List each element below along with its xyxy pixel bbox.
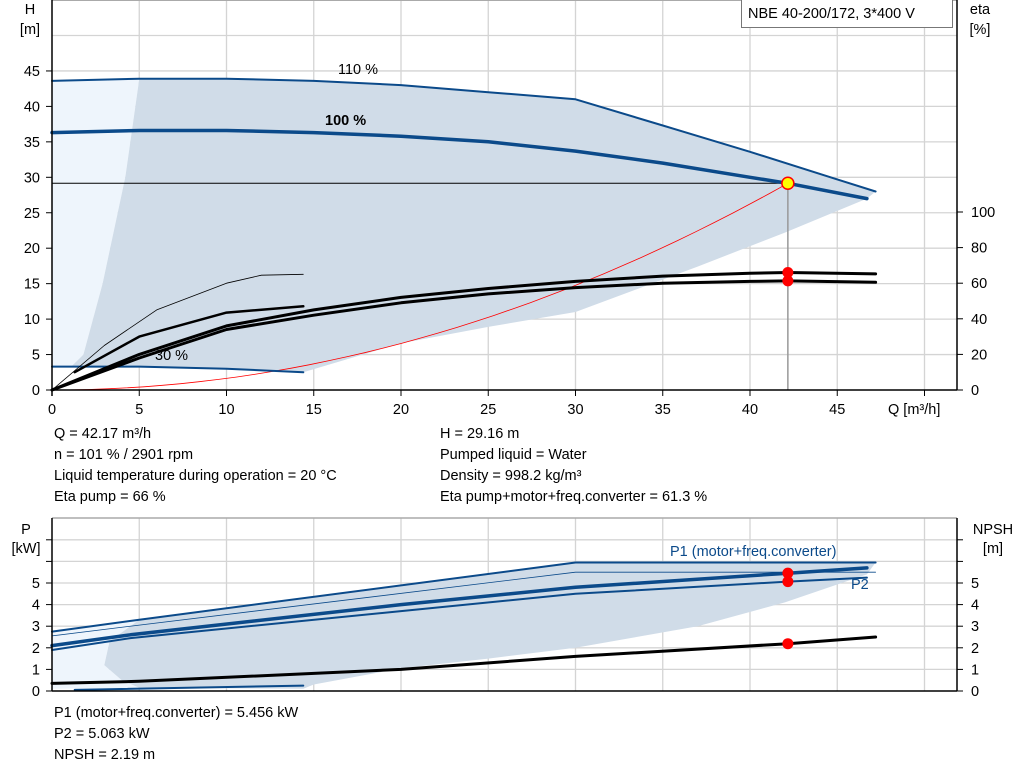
y-tick-label: 2	[32, 641, 40, 657]
head-value: H = 29.16 m	[440, 426, 520, 442]
eta-total-value: Eta pump+motor+freq.converter = 61.3 %	[440, 489, 708, 505]
y-tick-label: 5	[32, 348, 40, 364]
eta-pump-value: Eta pump = 66 %	[54, 489, 166, 505]
x-tick-label: 20	[393, 402, 409, 418]
duty-info-right: H = 29.16 m Pumped liquid = Water Densit…	[440, 424, 707, 508]
y-tick-label: 35	[24, 135, 40, 151]
x-tick-label: 5	[135, 402, 143, 418]
power-curve-1	[51, 571, 876, 637]
operating-area	[71, 78, 876, 373]
x-tick-label: 35	[655, 402, 671, 418]
duty-point-power	[782, 567, 794, 579]
y-tick-label: 10	[24, 312, 40, 328]
duty-point	[781, 176, 795, 191]
y2-tick-label: 100	[971, 205, 995, 221]
x-tick-label: 15	[306, 402, 322, 418]
curve-label-100: 100 %	[325, 113, 366, 129]
y-tick-label: 5	[32, 576, 40, 592]
eta-curve-6	[73, 305, 305, 374]
y2-tick-label: 20	[971, 347, 987, 363]
curve-label-30: 30 %	[155, 348, 188, 364]
p2-value: P2 = 5.063 kW	[54, 726, 150, 742]
flow-value: Q = 42.17 m³/h	[54, 426, 152, 442]
y-axis-unit: [m]	[20, 22, 40, 38]
y-tick-label: 4	[32, 598, 40, 614]
x-tick-label: 45	[829, 402, 845, 418]
system-curve	[51, 182, 789, 391]
y-axis-label: H	[25, 2, 35, 18]
series-label-p2: P2	[851, 577, 869, 593]
duty-point-power	[782, 638, 794, 650]
y2-tick-label: 4	[971, 598, 979, 614]
y-tick-label: 3	[32, 619, 40, 635]
duty-point-eta-pump	[782, 267, 794, 279]
density-value: Density = 998.2 kg/m³	[440, 468, 582, 484]
y-tick-label: 30	[24, 170, 40, 186]
x-tick-label: 10	[218, 402, 234, 418]
y-axis-unit: [kW]	[12, 541, 41, 557]
y-tick-label: 0	[32, 684, 40, 700]
eta-curve-3	[50, 271, 878, 392]
y2-tick-label: 3	[971, 619, 979, 635]
pumped-liquid: Pumped liquid = Water	[440, 447, 587, 463]
power-curve-3	[51, 576, 868, 651]
duty-info-left: Q = 42.17 m³/h n = 101 % / 2901 rpm Liqu…	[54, 424, 337, 508]
y2-tick-label: 0	[971, 383, 979, 399]
y2-axis-label: eta	[970, 2, 991, 18]
x-tick-label: 30	[567, 402, 583, 418]
y-tick-label: 25	[24, 206, 40, 222]
p1-value: P1 (motor+freq.converter) = 5.456 kW	[54, 705, 299, 721]
y2-axis-unit: [%]	[970, 22, 991, 38]
power-curve-0	[51, 561, 877, 633]
y2-tick-label: 1	[971, 662, 979, 678]
eta-curve-5	[51, 273, 304, 391]
x-tick-label: 25	[480, 402, 496, 418]
power-info: P1 (motor+freq.converter) = 5.456 kW P2 …	[54, 703, 298, 766]
x-tick-label: 40	[742, 402, 758, 418]
y-axis-label: P	[21, 522, 31, 538]
y-tick-label: 1	[32, 662, 40, 678]
power-curve-5	[73, 684, 305, 691]
y2-axis-label: NPSH	[973, 522, 1013, 538]
y2-tick-label: 0	[971, 684, 979, 700]
light-operating-area	[52, 619, 140, 689]
head-curve-0	[51, 77, 877, 193]
y2-tick-label: 2	[971, 641, 979, 657]
duty-point-eta-total	[782, 275, 794, 287]
y2-axis-unit: [m]	[983, 541, 1003, 557]
eta-curve-4	[50, 279, 878, 392]
y-tick-label: 20	[24, 241, 40, 257]
y2-tick-label: 80	[971, 241, 987, 257]
curve-label-110: 110 %	[338, 62, 378, 78]
light-operating-area	[52, 78, 140, 367]
y2-tick-label: 5	[971, 576, 979, 592]
liquid-temperature: Liquid temperature during operation = 20…	[54, 468, 337, 484]
npsh-value: NPSH = 2.19 m	[54, 747, 156, 763]
series-label-p1: P1 (motor+freq.converter)	[670, 544, 836, 560]
pump-title: NBE 40-200/172, 3*400 V	[741, 0, 953, 28]
y2-tick-label: 40	[971, 312, 987, 328]
duty-point-power	[782, 576, 794, 588]
y-tick-label: 40	[24, 99, 40, 115]
y2-tick-label: 60	[971, 276, 987, 292]
head-curve-2	[51, 365, 305, 374]
x-axis-label: Q [m³/h]	[888, 402, 940, 418]
power-curve-2	[50, 566, 869, 648]
x-tick-label: 0	[48, 402, 56, 418]
operating-area	[104, 562, 876, 689]
y-tick-label: 15	[24, 277, 40, 293]
head-curve-1	[50, 128, 869, 201]
power-curve-4	[50, 635, 878, 685]
y-tick-label: 45	[24, 64, 40, 80]
y-tick-label: 0	[32, 383, 40, 399]
speed-value: n = 101 % / 2901 rpm	[54, 447, 194, 463]
